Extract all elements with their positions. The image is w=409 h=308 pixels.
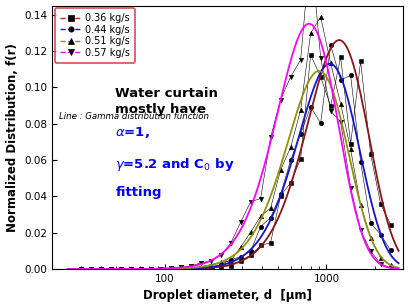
Text: Line : Gamma distribution function: Line : Gamma distribution function	[59, 112, 209, 121]
X-axis label: Droplet diameter, d  [μm]: Droplet diameter, d [μm]	[143, 290, 312, 302]
Text: Water curtain
mostly have: Water curtain mostly have	[115, 87, 218, 116]
Text: $\alpha$=1,: $\alpha$=1,	[115, 125, 150, 140]
Text: $\gamma$=5.2 and C$_0$ by: $\gamma$=5.2 and C$_0$ by	[115, 156, 235, 173]
Y-axis label: Normalized Distribution, f(r): Normalized Distribution, f(r)	[6, 43, 18, 232]
Text: fitting: fitting	[115, 186, 162, 199]
Legend: 0.36 kg/s, 0.44 kg/s, 0.51 kg/s, 0.57 kg/s: 0.36 kg/s, 0.44 kg/s, 0.51 kg/s, 0.57 kg…	[55, 9, 135, 63]
